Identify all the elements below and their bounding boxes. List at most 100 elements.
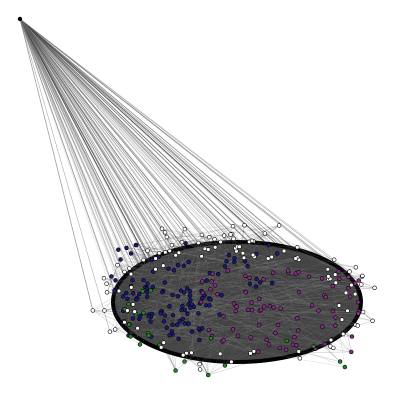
cluster-edge: [149, 256, 255, 315]
cluster-edge: [148, 253, 257, 317]
graph-node-purple: [267, 304, 272, 309]
cluster-edge: [111, 236, 167, 277]
graph-node-white: [349, 282, 354, 288]
cluster-edge: [92, 310, 141, 345]
cluster-edge: [259, 282, 336, 326]
cluster-edge: [198, 242, 257, 255]
cluster-edge: [183, 354, 232, 363]
cluster-edge: [114, 290, 299, 331]
cluster-edge: [186, 283, 250, 289]
graph-node-blue: [204, 278, 209, 283]
cluster-edge: [191, 351, 254, 353]
graph-node-blue: [180, 316, 185, 321]
cluster-edge: [220, 279, 329, 355]
graph-node-purple: [266, 342, 272, 347]
cluster-edge: [234, 258, 364, 313]
graph-node-white: [328, 337, 334, 343]
cluster-edge: [256, 253, 349, 289]
cluster-edge: [198, 289, 211, 329]
cluster-edge: [164, 232, 170, 336]
cluster-edge: [199, 233, 266, 331]
cluster-edge: [190, 307, 336, 326]
cluster-edge: [228, 238, 234, 256]
cluster-edge: [224, 310, 260, 366]
cluster-edge: [181, 309, 260, 326]
graph-node-blue: [144, 286, 150, 291]
graph-node-blue: [167, 304, 172, 309]
cluster-edge: [117, 265, 143, 292]
cluster-edge: [186, 288, 313, 306]
graph-node-purple: [225, 268, 230, 273]
graph-node-purple: [257, 322, 262, 328]
hub-node: [17, 16, 23, 22]
cluster-edge: [181, 309, 221, 355]
cluster-edge: [243, 233, 266, 258]
cluster-edge: [208, 361, 232, 376]
cluster-edge: [120, 244, 137, 260]
graph-node-blue: [123, 291, 129, 296]
cluster-edge: [211, 281, 349, 289]
graph-node-blue: [208, 297, 213, 302]
cluster-edge: [109, 318, 183, 332]
cluster-edge: [126, 247, 213, 337]
graph-node-white: [202, 246, 208, 252]
graph-node-white: [101, 276, 107, 281]
cluster-edge: [126, 247, 299, 273]
cluster-edge: [210, 330, 299, 339]
cluster-edge: [191, 242, 199, 353]
cluster-edge: [249, 241, 281, 348]
graph-node-blue: [149, 257, 155, 263]
cluster-edge: [221, 250, 285, 296]
cluster-edge: [179, 321, 251, 354]
cluster-edge: [217, 288, 349, 295]
cluster-edge: [159, 247, 298, 254]
cluster-edge: [137, 228, 163, 298]
cluster-edge: [186, 272, 299, 289]
cluster-edge: [211, 245, 269, 282]
cluster-edge: [178, 252, 184, 356]
cluster-edge: [212, 271, 350, 274]
graph-node-white: [242, 223, 247, 228]
cluster-edge: [115, 257, 298, 281]
cluster-edge: [184, 316, 224, 324]
cluster-edge: [142, 291, 209, 299]
cluster-edge: [297, 247, 339, 272]
cluster-edge: [123, 257, 298, 311]
graph-node-purple: [257, 296, 262, 301]
cluster-edge: [163, 290, 191, 296]
cluster-edge: [165, 232, 319, 311]
graph-node-purple: [296, 289, 302, 295]
graph-node-white: [372, 285, 377, 290]
cluster-edge: [295, 273, 313, 306]
cluster-edge: [109, 293, 127, 332]
cluster-edge: [183, 246, 240, 267]
cluster-edge: [217, 284, 352, 295]
graph-node-purple: [356, 300, 361, 305]
cluster-edge: [201, 253, 243, 257]
cluster-edge: [129, 268, 349, 278]
cluster-edge: [155, 258, 189, 305]
graph-node-white: [249, 238, 255, 244]
graph-node-white: [296, 349, 301, 354]
cluster-edge: [163, 290, 299, 352]
cluster-edge: [150, 255, 176, 317]
graph-node-purple: [277, 345, 283, 351]
cluster-edge: [163, 255, 176, 322]
cluster-edge: [143, 283, 356, 314]
cluster-edge: [155, 269, 349, 289]
cluster-edge: [201, 290, 364, 313]
cluster-edge: [159, 337, 251, 346]
cluster-edge: [123, 272, 289, 311]
cluster-edge: [253, 241, 299, 352]
graph-node-purple: [200, 290, 206, 296]
cluster-edge: [159, 272, 289, 346]
graph-node-blue: [113, 278, 118, 283]
cluster-edge: [219, 314, 267, 340]
graph-node-purple: [258, 307, 264, 313]
cluster-edge: [132, 266, 248, 281]
graph-node-white: [122, 269, 127, 275]
cluster-edge: [280, 308, 341, 362]
cluster-edge: [209, 225, 280, 274]
graph-node-blue: [275, 251, 280, 256]
